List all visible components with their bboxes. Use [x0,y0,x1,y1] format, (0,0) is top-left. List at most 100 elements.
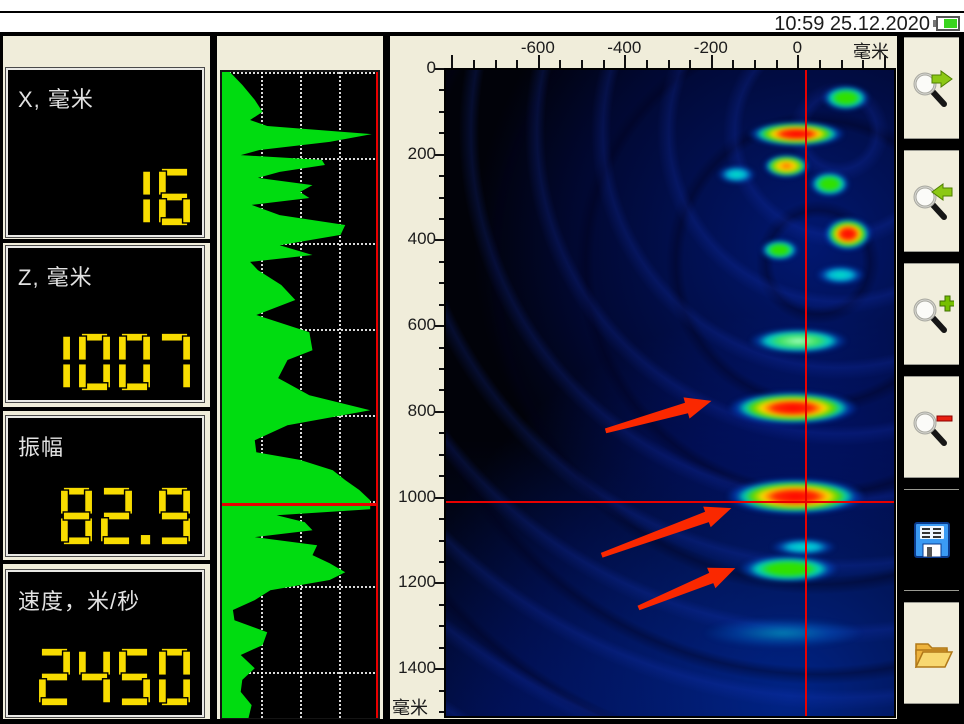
axis-tick [439,518,444,521]
readout-label: X, 毫米 [18,87,94,112]
floppy-save-icon [913,522,950,558]
clock: 10:59 25.12.2020 [774,13,930,35]
axis-tick [494,60,497,68]
axis-tick [451,55,454,68]
crosshair-vertical[interactable] [805,70,808,716]
left-axis-ticks [435,68,444,714]
axis-tick [754,60,757,68]
reflector-blob-cyan [770,538,836,557]
divider [3,560,210,564]
annotation-arrow [604,397,712,434]
reflector-blob-green [822,84,870,112]
readout-label: 速度，米/秒 [18,589,141,614]
axis-tick [439,453,444,456]
axis-tick [862,60,865,68]
profile-gridline [222,243,378,246]
axis-tick [439,196,444,199]
axis-tick [559,60,562,68]
axis-tick [645,60,648,68]
left-axis-unit: 毫米 [392,698,428,718]
readout-value [59,486,192,546]
readout-value [37,332,192,392]
axis-tick [710,55,713,68]
axis-tick [472,60,475,68]
axis-tick [439,560,444,563]
divider [3,239,210,243]
divider [3,407,210,411]
axis-tick [439,89,444,92]
amplitude-waveform [222,72,372,718]
axis-tick [537,55,540,68]
left-axis-tick-label: 0 [426,58,436,77]
profile-cursor-line[interactable] [222,502,378,506]
left-axis-tick-label: 400 [407,229,436,249]
axis-tick [435,582,444,585]
amplitude-profile-chart[interactable] [220,70,380,720]
bscan-panel: -600 -400 -200 0 毫米 0 200 400 600 800 1000 1200 14… [390,36,897,719]
magnifier-arrow-left-icon [913,183,952,220]
axis-tick [667,60,670,68]
axis-tick [435,325,444,328]
readout-label: Z, 毫米 [18,265,93,290]
reflector-blob-green [738,555,839,583]
divider [0,719,964,724]
compress-horizontal-button[interactable] [904,150,959,252]
battery-terminal [933,20,936,27]
profile-gridline [222,72,378,74]
axis-tick [689,60,692,68]
axis-tick [818,60,821,68]
axis-tick [439,432,444,435]
zoom-in-button[interactable] [904,263,959,365]
axis-tick [439,260,444,263]
divider [383,33,390,724]
reflector-blob-mint [748,327,849,355]
axis-tick [439,539,444,542]
reflector-blob-cyan [717,164,757,184]
axis-tick [439,282,444,285]
readout-value [117,167,192,227]
left-axis-tick-label: 1400 [398,658,436,678]
axis-tick [516,60,519,68]
readout-panel: X, 毫米 Z, 毫米 振幅 速度，米/秒 [3,36,210,719]
zoom-out-button[interactable] [904,376,959,478]
axis-tick [797,55,800,68]
reflector-blob-hot [728,391,859,426]
battery-body [936,16,960,31]
open-file-button[interactable] [904,602,959,704]
axis-tick [439,689,444,692]
top-axis-tick-label: 0 [792,38,803,57]
divider [897,33,904,724]
axis-tick [732,60,735,68]
axis-tick [439,646,444,649]
profile-gridline [339,72,341,718]
bscan-image[interactable] [444,68,896,718]
readout-amplitude: 振幅 [5,415,205,557]
divider [210,33,217,724]
top-axis-tick-label: -400 [607,38,642,57]
top-axis: -600 -400 -200 0 [444,38,894,58]
readout-value [37,647,192,707]
stretch-horizontal-button[interactable] [904,37,959,139]
top-axis-unit: 毫米 [853,42,889,62]
crosshair-horizontal[interactable] [446,500,894,503]
top-axis-tick-label: -200 [693,38,728,57]
reflector-blob-hot [823,217,873,252]
amplitude-profile-panel [217,36,383,720]
reflector-blob-warm [762,154,811,178]
annotation-arrow [600,506,732,558]
save-button[interactable] [904,489,959,591]
axis-tick [581,60,584,68]
axis-tick [435,239,444,242]
reflector-blob-green [808,170,850,198]
axis-tick [439,303,444,306]
reflector-blob-green [759,238,799,262]
axis-tick [439,368,444,371]
axis-tick [439,175,444,178]
divider [0,32,964,36]
axis-tick [439,389,444,392]
battery-icon [933,16,960,31]
axis-tick [439,710,444,713]
axis-tick [435,410,444,413]
magnifier-minus-icon [913,411,952,446]
